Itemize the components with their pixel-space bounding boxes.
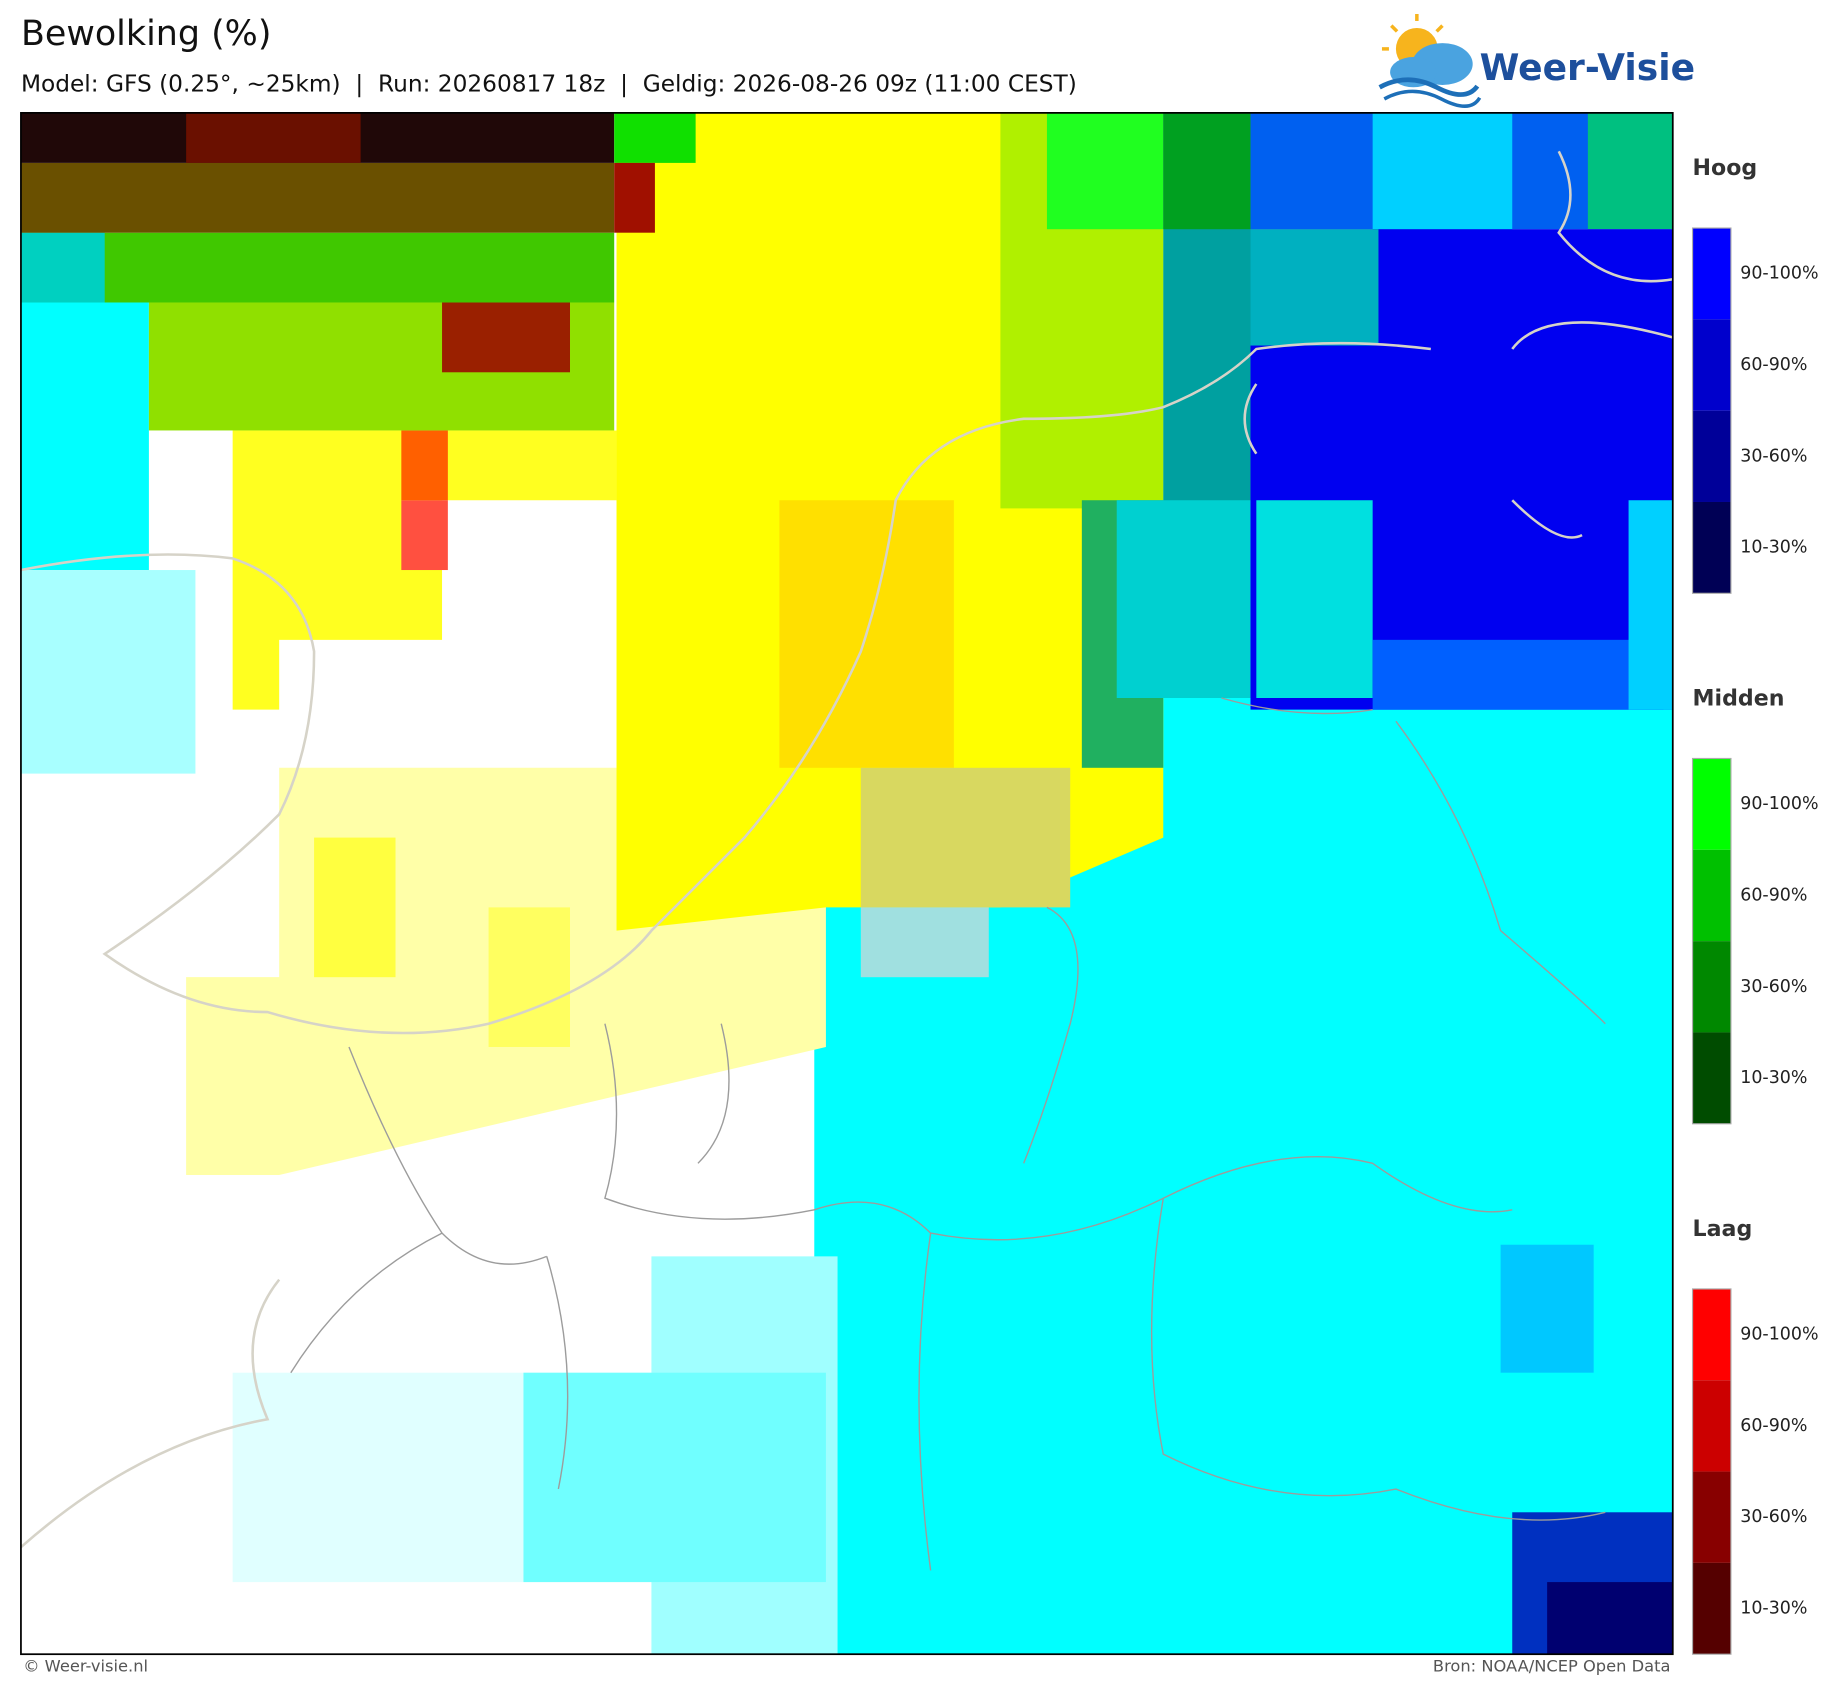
legend-title: Midden xyxy=(1693,686,1785,712)
legend-label: 60-90% xyxy=(1740,1416,1807,1436)
legend: Hoog 90-100% 60-90% 30-60% 10-30% Midden 90-10… xyxy=(1691,155,1819,1655)
legend-swatch xyxy=(1692,758,1731,850)
legend-label: 10-30% xyxy=(1740,538,1807,558)
map-subtitle: Model: GFS (0.25°, ~25km) | Run: 2026081… xyxy=(21,70,1077,97)
legend-box xyxy=(1691,757,1732,1125)
logo-text: Weer-Visie xyxy=(1480,47,1695,89)
legend-label: 90-100% xyxy=(1740,794,1818,814)
logo: Weer-Visie xyxy=(1378,13,1695,108)
legend-swatch xyxy=(1692,941,1731,1033)
legend-box xyxy=(1691,227,1732,594)
legend-swatch xyxy=(1692,1380,1731,1472)
map-title: Bewolking (%) xyxy=(21,14,272,54)
legend-label: 60-90% xyxy=(1740,885,1807,905)
legend-label: 10-30% xyxy=(1740,1068,1807,1088)
legend-label: 30-60% xyxy=(1740,1507,1807,1527)
legend-swatch xyxy=(1692,319,1731,411)
legend-swatch xyxy=(1692,1288,1731,1381)
legend-label: 90-100% xyxy=(1740,1325,1818,1345)
legend-swatch xyxy=(1692,228,1731,320)
legend-swatch xyxy=(1692,501,1731,594)
legend-swatch xyxy=(1692,849,1731,942)
legend-label: 30-60% xyxy=(1740,446,1807,466)
map-frame xyxy=(20,112,1674,1656)
legend-box xyxy=(1691,1288,1732,1655)
geography xyxy=(20,150,1673,1571)
footer-source: Bron: NOAA/NCEP Open Data xyxy=(1433,1657,1671,1676)
legend-label: 60-90% xyxy=(1740,355,1807,375)
legend-swatch xyxy=(1692,1032,1731,1124)
legend-swatch xyxy=(1692,410,1731,502)
legend-label: 10-30% xyxy=(1740,1599,1807,1619)
legend-swatch xyxy=(1692,1562,1731,1655)
legend-title: Hoog xyxy=(1693,155,1758,181)
map xyxy=(20,112,1673,1655)
footer-credit: © Weer-visie.nl xyxy=(23,1657,148,1676)
legend-label: 30-60% xyxy=(1740,977,1807,997)
legend-label: 90-100% xyxy=(1740,264,1818,284)
legend-swatch xyxy=(1692,1471,1731,1563)
legend-title: Laag xyxy=(1693,1216,1753,1242)
